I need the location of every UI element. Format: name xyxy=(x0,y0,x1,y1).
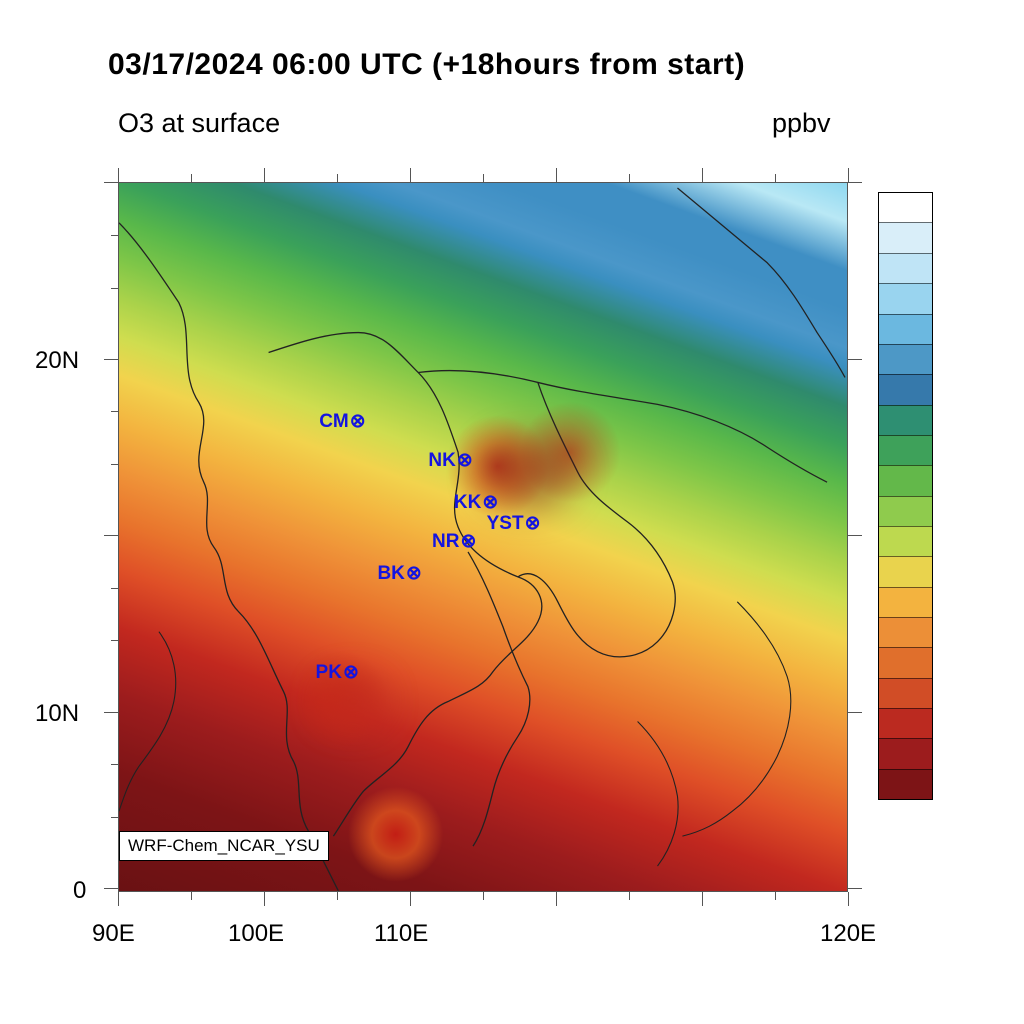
y-tick-0[interactable]: 0 xyxy=(73,877,86,905)
units-label: ppbv xyxy=(772,108,831,139)
cb-segment xyxy=(879,526,932,556)
x-tick-110e[interactable]: 110E xyxy=(374,920,428,948)
cb-segment xyxy=(879,222,932,252)
model-label-box: WRF-Chem_NCAR_YSU xyxy=(119,831,329,861)
station-yst[interactable]: YST⊗ xyxy=(487,512,541,535)
coastline-overlay xyxy=(119,183,847,891)
cb-segment xyxy=(879,738,932,768)
cb-segment xyxy=(879,344,932,374)
cb-segment xyxy=(879,435,932,465)
station-marker-icon: ⊗ xyxy=(406,562,422,585)
station-marker-icon: ⊗ xyxy=(350,410,366,433)
contour-map[interactable]: CM⊗ NK⊗ KK⊗ YST⊗ NR⊗ BK⊗ PK⊗ WRF-Chem_NC… xyxy=(118,182,848,892)
page-title: 03/17/2024 06:00 UTC (+18hours from star… xyxy=(108,48,745,82)
station-cm[interactable]: CM⊗ xyxy=(319,410,365,433)
station-marker-icon: ⊗ xyxy=(457,449,473,472)
y-tick-10n[interactable]: 10N xyxy=(35,700,79,728)
station-marker-icon: ⊗ xyxy=(343,661,359,684)
cb-segment xyxy=(879,405,932,435)
y-tick-20n[interactable]: 20N xyxy=(35,347,79,375)
station-bk[interactable]: BK⊗ xyxy=(377,562,421,585)
variable-label: O3 at surface xyxy=(118,108,280,139)
station-pk[interactable]: PK⊗ xyxy=(316,661,359,684)
cb-segment xyxy=(879,283,932,313)
station-nk[interactable]: NK⊗ xyxy=(428,449,472,472)
x-tick-120e[interactable]: 120E xyxy=(820,920,876,948)
hotspot-blob xyxy=(323,679,383,724)
x-tick-100e[interactable]: 100E xyxy=(228,920,284,948)
cb-segment xyxy=(879,193,932,222)
cb-segment xyxy=(879,253,932,283)
station-nr[interactable]: NR⊗ xyxy=(432,530,476,553)
cb-segment xyxy=(879,496,932,526)
x-tick-90e[interactable]: 90E xyxy=(92,920,135,948)
cb-segment xyxy=(879,587,932,617)
station-kk[interactable]: KK⊗ xyxy=(454,491,498,514)
cb-segment xyxy=(879,374,932,404)
cb-segment xyxy=(879,678,932,708)
colorbar[interactable]: 100 90 80 70 60 50 40 30 20 10 xyxy=(878,192,933,800)
colorbar-gradient xyxy=(878,192,933,800)
cb-segment xyxy=(879,769,932,799)
cb-segment xyxy=(879,556,932,586)
station-marker-icon: ⊗ xyxy=(482,491,498,514)
cb-segment xyxy=(879,647,932,677)
cb-segment xyxy=(879,617,932,647)
cb-segment xyxy=(879,314,932,344)
cb-segment xyxy=(879,708,932,738)
station-marker-icon: ⊗ xyxy=(460,530,476,553)
cb-segment xyxy=(879,465,932,495)
station-marker-icon: ⊗ xyxy=(525,512,541,535)
